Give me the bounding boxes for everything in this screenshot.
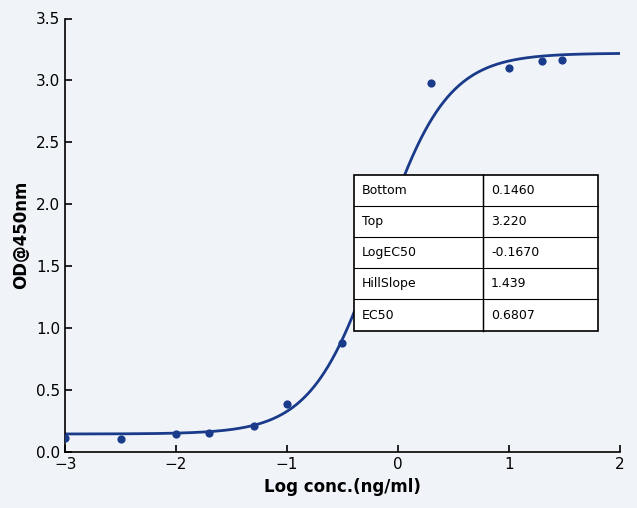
Point	[504, 64, 514, 72]
Point	[426, 79, 436, 87]
Point	[537, 56, 547, 65]
Point	[248, 422, 259, 430]
Text: Bottom: Bottom	[362, 184, 408, 197]
Text: -0.1670: -0.1670	[491, 246, 540, 259]
Text: 1.439: 1.439	[491, 277, 527, 291]
FancyBboxPatch shape	[354, 175, 598, 331]
Point	[60, 434, 70, 442]
Point	[171, 430, 181, 438]
Text: EC50: EC50	[362, 308, 394, 322]
Point	[204, 429, 215, 437]
Y-axis label: OD@450nm: OD@450nm	[13, 181, 31, 290]
Text: 3.220: 3.220	[491, 215, 527, 228]
Point	[282, 400, 292, 408]
Text: 0.1460: 0.1460	[491, 184, 535, 197]
Point	[557, 56, 567, 64]
Text: LogEC50: LogEC50	[362, 246, 417, 259]
X-axis label: Log conc.(ng/ml): Log conc.(ng/ml)	[264, 478, 421, 495]
Text: Top: Top	[362, 215, 383, 228]
Text: 0.6807: 0.6807	[491, 308, 535, 322]
Point	[338, 339, 348, 347]
Point	[393, 206, 403, 214]
Text: HillSlope: HillSlope	[362, 277, 417, 291]
Point	[115, 435, 125, 443]
